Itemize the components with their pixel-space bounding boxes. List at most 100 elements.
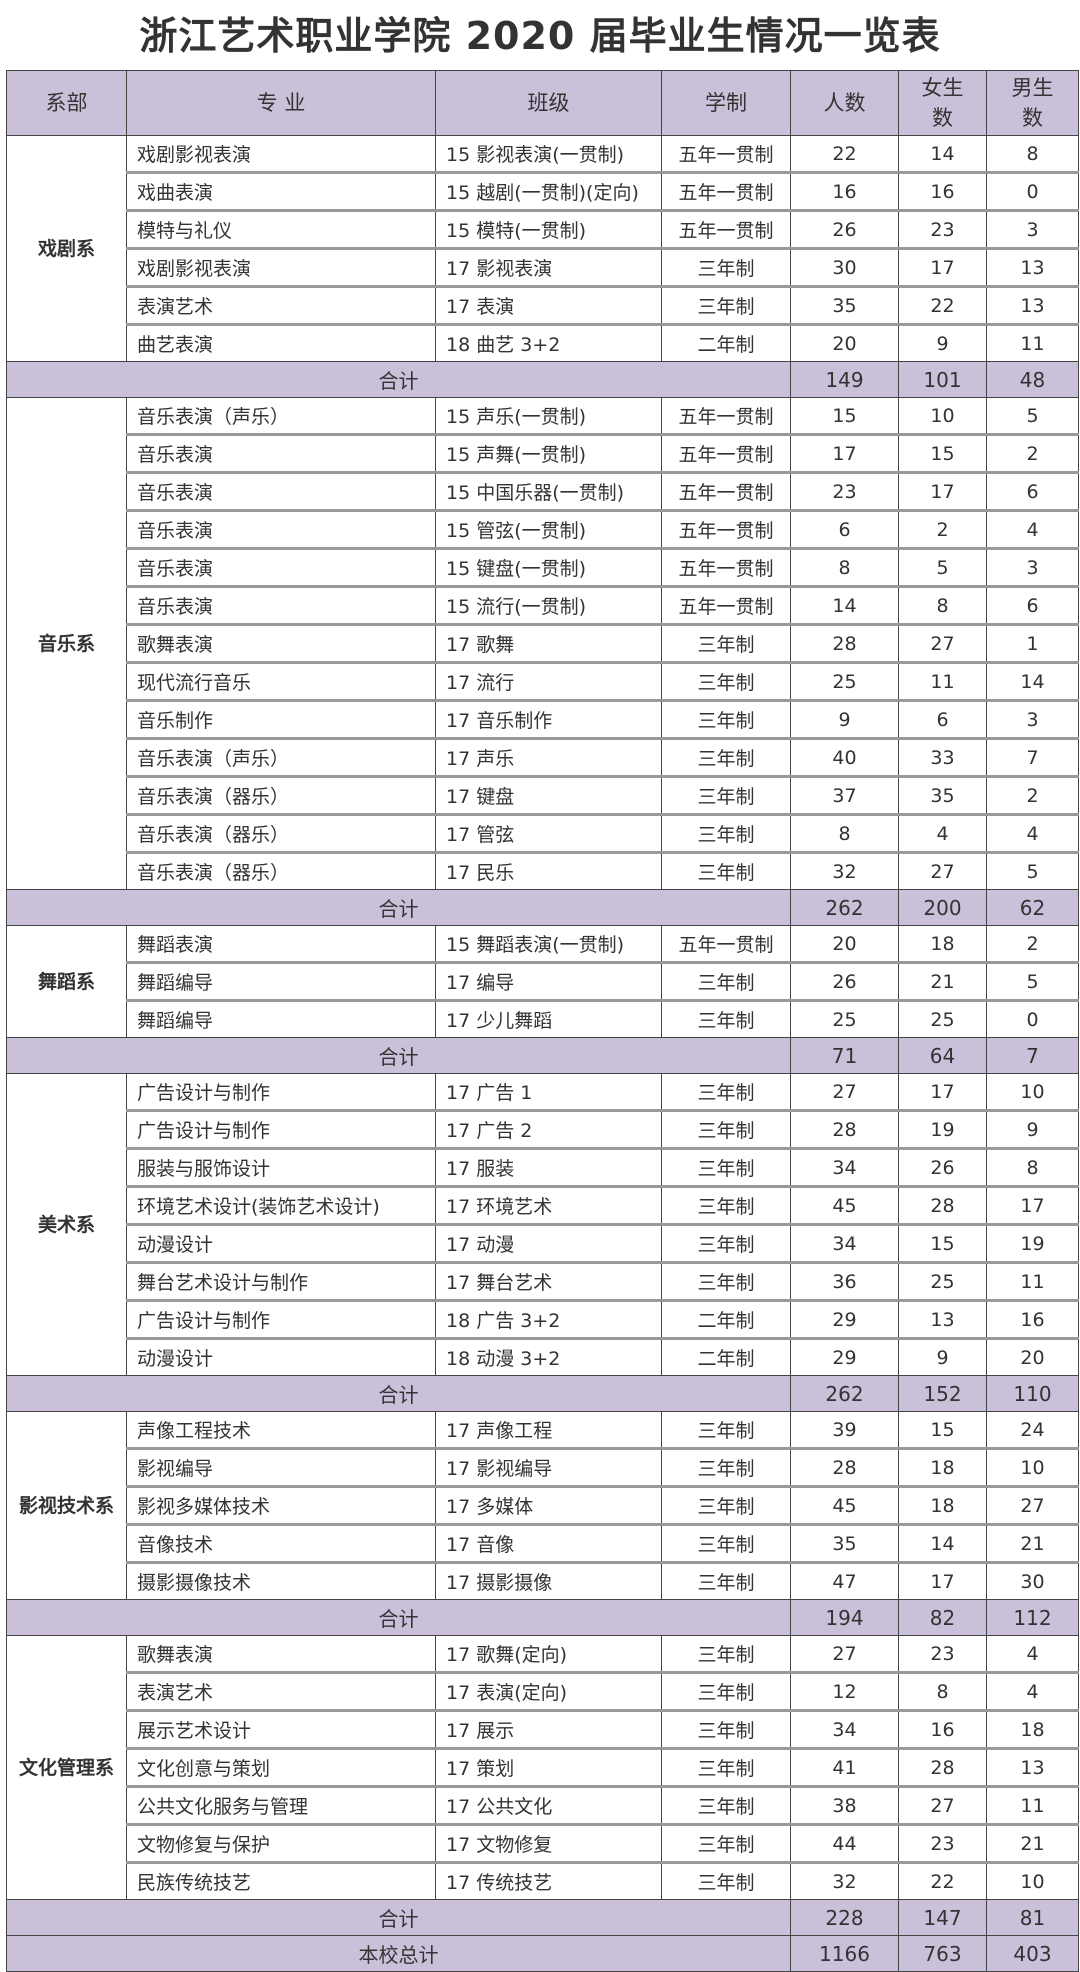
table-row: 文化管理系 歌舞表演 17 歌舞(定向) 三年制 27 23 4	[6, 1635, 1079, 1900]
duration-cell: 三年制	[661, 661, 791, 701]
major-cell: 音乐表演	[126, 547, 436, 587]
class-cell: 17 动漫	[435, 1223, 662, 1263]
count-cell: 26	[790, 209, 899, 249]
male-count-cell: 21	[986, 1523, 1079, 1563]
male-count-cell: 2	[986, 775, 1079, 815]
count-cell: 35	[790, 1523, 899, 1563]
duration-cell: 三年制	[661, 247, 791, 287]
male-count-cell: 5	[986, 397, 1079, 435]
major-cell: 音乐表演	[126, 509, 436, 549]
duration-cell: 三年制	[661, 1785, 791, 1825]
female-count-cell: 26	[898, 1147, 987, 1187]
major-cell: 戏剧影视表演	[126, 247, 436, 287]
female-count-cell: 25	[898, 1261, 987, 1301]
male-count-cell: 2	[986, 925, 1079, 963]
duration-cell: 三年制	[661, 285, 791, 325]
count-cell: 27	[790, 1635, 899, 1673]
class-cell: 17 表演(定向)	[435, 1671, 662, 1711]
duration-cell: 三年制	[661, 1261, 791, 1301]
class-cell: 17 影视编导	[435, 1447, 662, 1487]
major-cell: 音乐表演	[126, 433, 436, 473]
female-count-cell: 4	[898, 813, 987, 853]
major-cell: 展示艺术设计	[126, 1709, 436, 1749]
male-count-cell: 3	[986, 547, 1079, 587]
class-cell: 15 模特(一贯制)	[435, 209, 662, 249]
female-count-cell: 9	[898, 1337, 987, 1376]
subtotal-value: 200	[898, 889, 987, 926]
major-cell: 音乐表演（声乐）	[126, 737, 436, 777]
class-cell: 18 曲艺 3+2	[435, 323, 662, 362]
male-count-cell: 13	[986, 247, 1079, 287]
class-cell: 17 影视表演	[435, 247, 662, 287]
major-cell: 影视多媒体技术	[126, 1485, 436, 1525]
subtotal-value: 152	[898, 1375, 987, 1412]
male-count-cell: 6	[986, 585, 1079, 625]
major-cell: 音乐表演（声乐）	[126, 397, 436, 435]
subtotal-value: 228	[790, 1899, 899, 1936]
male-count-cell: 7	[986, 737, 1079, 777]
female-count-cell: 14	[898, 1523, 987, 1563]
female-count-cell: 15	[898, 1223, 987, 1263]
duration-cell: 三年制	[661, 999, 791, 1038]
class-cell: 15 越剧(一贯制)(定向)	[435, 171, 662, 211]
female-count-cell: 8	[898, 585, 987, 625]
major-cell: 戏剧影视表演	[126, 135, 436, 173]
class-cell: 17 民乐	[435, 851, 662, 890]
subtotal-label: 合计	[6, 889, 791, 926]
table-row: 影视多媒体技术 17 多媒体 三年制 45 18 27	[7, 1485, 1079, 1525]
table-row: 舞蹈编导 17 编导 三年制 26 21 5	[7, 961, 1079, 1001]
major-cell: 摄影摄像技术	[126, 1561, 436, 1600]
count-cell: 28	[790, 1447, 899, 1487]
female-count-cell: 14	[898, 135, 987, 173]
duration-cell: 三年制	[661, 1411, 791, 1449]
table-row: 舞蹈编导 17 少儿舞蹈 三年制 25 25 0	[7, 999, 1079, 1038]
major-cell: 动漫设计	[126, 1337, 436, 1376]
male-count-cell: 4	[986, 1671, 1079, 1711]
class-cell: 17 多媒体	[435, 1485, 662, 1525]
major-cell: 表演艺术	[126, 1671, 436, 1711]
table-row: 文物修复与保护 17 文物修复 三年制 44 23 21	[7, 1823, 1079, 1863]
duration-cell: 二年制	[661, 1299, 791, 1339]
duration-cell: 三年制	[661, 1073, 791, 1111]
major-cell: 音乐表演	[126, 471, 436, 511]
class-cell: 15 舞蹈表演(一贯制)	[435, 925, 662, 963]
female-count-cell: 8	[898, 1671, 987, 1711]
count-cell: 27	[790, 1073, 899, 1111]
male-count-cell: 3	[986, 209, 1079, 249]
female-count-cell: 28	[898, 1747, 987, 1787]
duration-cell: 五年一贯制	[661, 397, 791, 435]
major-cell: 文物修复与保护	[126, 1823, 436, 1863]
department-cell: 文化管理系	[6, 1635, 127, 1900]
major-cell: 音乐制作	[126, 699, 436, 739]
male-count-cell: 8	[986, 1147, 1079, 1187]
major-cell: 广告设计与制作	[126, 1109, 436, 1149]
class-cell: 15 中国乐器(一贯制)	[435, 471, 662, 511]
duration-cell: 三年制	[661, 1635, 791, 1673]
major-cell: 曲艺表演	[126, 323, 436, 362]
subtotal-value: 112	[986, 1599, 1079, 1636]
grand-total-value: 403	[986, 1935, 1079, 1972]
count-cell: 23	[790, 471, 899, 511]
class-cell: 17 摄影摄像	[435, 1561, 662, 1600]
duration-cell: 三年制	[661, 1861, 791, 1900]
table-row: 公共文化服务与管理 17 公共文化 三年制 38 27 11	[7, 1785, 1079, 1825]
table-row: 音乐表演 15 流行(一贯制) 五年一贯制 14 8 6	[7, 585, 1079, 625]
header-female: 女生数	[898, 70, 987, 136]
female-count-cell: 5	[898, 547, 987, 587]
table-row: 音乐制作 17 音乐制作 三年制 9 6 3	[7, 699, 1079, 739]
major-cell: 表演艺术	[126, 285, 436, 325]
major-cell: 戏曲表演	[126, 171, 436, 211]
female-count-cell: 28	[898, 1185, 987, 1225]
class-cell: 15 流行(一贯制)	[435, 585, 662, 625]
subtotal-row: 合计 149 101 48	[6, 361, 1079, 398]
table-row: 舞蹈系 舞蹈表演 15 舞蹈表演(一贯制) 五年一贯制 20 18 2	[6, 925, 1079, 1038]
grand-total-label: 本校总计	[6, 1935, 791, 1972]
major-cell: 歌舞表演	[126, 623, 436, 663]
major-cell: 音乐表演（器乐）	[126, 851, 436, 890]
header-row: 系部 专 业 班级 学制 人数 女生数 男生数	[6, 70, 1079, 136]
table-row: 文化创意与策划 17 策划 三年制 41 28 13	[7, 1747, 1079, 1787]
female-count-cell: 23	[898, 209, 987, 249]
subtotal-value: 110	[986, 1375, 1079, 1412]
female-count-cell: 2	[898, 509, 987, 549]
duration-cell: 三年制	[661, 1485, 791, 1525]
